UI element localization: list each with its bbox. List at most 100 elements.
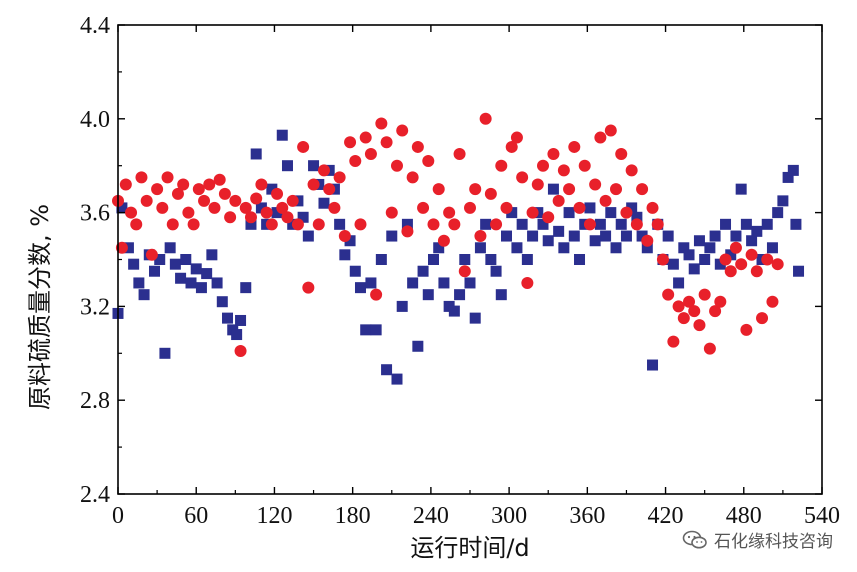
data-point [527, 230, 539, 242]
data-point [149, 265, 161, 277]
data-point [281, 160, 293, 172]
data-point [552, 194, 565, 207]
data-point [171, 187, 184, 200]
data-point [698, 288, 711, 301]
data-point [255, 202, 267, 214]
data-point [594, 218, 606, 230]
data-point [239, 201, 252, 214]
data-point [318, 197, 330, 209]
data-point [750, 265, 763, 278]
data-point [406, 171, 419, 184]
data-point [771, 258, 784, 271]
data-point [506, 207, 518, 219]
data-point [688, 305, 701, 318]
data-point [169, 258, 181, 270]
data-point [286, 194, 299, 207]
data-point [182, 206, 195, 219]
x-tick-label: 420 [648, 503, 684, 529]
data-point [703, 342, 716, 355]
data-point [276, 129, 288, 141]
data-point [390, 159, 403, 172]
data-point [154, 254, 166, 265]
data-point [651, 218, 664, 231]
plot-area [112, 24, 823, 495]
data-point [719, 253, 732, 266]
data-point [699, 254, 711, 265]
data-point [138, 289, 150, 301]
data-point [302, 281, 315, 294]
data-point [201, 268, 213, 280]
data-point [704, 242, 716, 254]
data-point [761, 253, 774, 266]
x-tick-label: 60 [184, 503, 208, 529]
data-point [364, 147, 377, 160]
data-point [474, 242, 486, 254]
data-point [485, 254, 497, 265]
data-point [412, 340, 424, 352]
data-point [250, 148, 262, 160]
data-point [312, 218, 325, 231]
data-point [349, 155, 362, 168]
data-point [198, 194, 211, 207]
data-point [578, 159, 591, 172]
data-point [516, 218, 528, 230]
data-point [542, 211, 555, 224]
data-point [568, 230, 580, 242]
data-point [265, 218, 278, 231]
data-point [766, 295, 779, 308]
data-point [339, 249, 351, 261]
data-point [206, 249, 218, 261]
data-point [370, 288, 383, 301]
data-point [709, 305, 722, 318]
x-tick-label: 480 [726, 503, 762, 529]
data-point [218, 187, 231, 200]
data-point [222, 312, 234, 324]
data-point [683, 249, 695, 261]
data-point [573, 201, 586, 214]
data-point [501, 230, 513, 242]
data-point [516, 171, 529, 184]
data-point [568, 140, 581, 153]
data-point [213, 173, 226, 186]
data-point [677, 312, 690, 325]
data-point [302, 230, 314, 242]
data-point [255, 178, 268, 191]
data-point [192, 183, 205, 196]
data-point [177, 178, 190, 191]
data-point [443, 206, 456, 219]
data-point [250, 192, 263, 205]
data-point [411, 140, 424, 153]
data-point [740, 323, 753, 336]
data-point [563, 207, 575, 219]
data-point [729, 241, 742, 254]
data-point [480, 218, 492, 230]
data-point [547, 183, 559, 195]
data-point [145, 248, 158, 261]
data-point [122, 242, 134, 254]
data-point [646, 201, 659, 214]
data-point [185, 277, 197, 289]
x-tick-label: 360 [569, 503, 605, 529]
x-tick-label: 120 [256, 503, 292, 529]
data-point [599, 194, 612, 207]
x-tick-label: 540 [804, 503, 840, 529]
y-axis-title: 原料硫质量分数, % [26, 204, 54, 410]
data-point [720, 218, 732, 230]
x-tick-label: 0 [112, 503, 124, 529]
data-point [260, 206, 273, 219]
data-point [589, 178, 602, 191]
data-point [500, 201, 513, 214]
data-point [381, 364, 393, 376]
data-point [725, 249, 737, 261]
data-point [308, 160, 320, 172]
data-point [558, 242, 570, 254]
data-point [140, 194, 153, 207]
data-point [641, 234, 654, 247]
data-point [407, 277, 419, 289]
data-point [766, 242, 778, 254]
data-point [531, 178, 544, 191]
data-point [583, 218, 596, 231]
data-point [349, 265, 361, 277]
x-axis-title: 运行时间/d [410, 534, 529, 562]
data-point [307, 178, 320, 191]
